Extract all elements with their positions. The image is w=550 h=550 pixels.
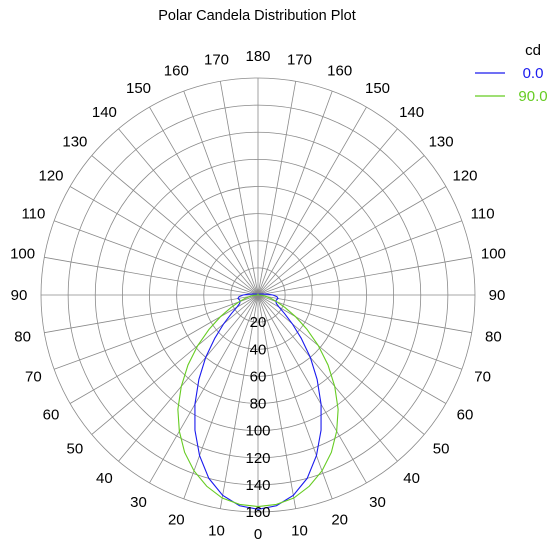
- grid-spoke: [257, 294, 333, 500]
- grid-spoke: [91, 155, 259, 296]
- angle-label: 10: [291, 522, 308, 539]
- angle-label: 110: [471, 205, 495, 222]
- angle-label: 60: [457, 407, 474, 424]
- radial-tick-label: 100: [245, 423, 270, 440]
- angle-label: 140: [92, 104, 117, 121]
- angle-label: 80: [14, 329, 31, 346]
- radial-tick-label: 140: [245, 477, 270, 494]
- radial-tick-label: 120: [245, 450, 270, 467]
- angle-label: 120: [452, 168, 477, 185]
- angle-label: 80: [485, 329, 502, 346]
- angle-label: 140: [399, 104, 424, 121]
- radial-tick-label: 60: [250, 368, 267, 385]
- angle-label: 70: [25, 369, 42, 386]
- radial-tick-labels: 20 40 60 80 100 120 140 160: [245, 314, 270, 521]
- angle-label: 100: [481, 246, 506, 263]
- angle-label: 180: [245, 48, 270, 65]
- grid-spoke: [257, 294, 398, 462]
- grid-spoke: [257, 186, 447, 296]
- angle-label: 160: [327, 62, 352, 79]
- grid-spoke: [219, 81, 259, 296]
- radial-tick-label: 20: [250, 314, 267, 331]
- grid-spoke: [257, 90, 333, 296]
- angle-label: 170: [287, 52, 312, 69]
- grid-spoke: [257, 294, 297, 509]
- angle-label: 100: [10, 246, 35, 263]
- angle-label: 150: [126, 80, 151, 97]
- grid-spoke: [118, 294, 259, 462]
- legend-entry-label: 90.0: [518, 88, 547, 105]
- grid-spoke: [257, 294, 367, 484]
- angle-label: 70: [474, 369, 491, 386]
- legend-unit: cd: [525, 42, 541, 59]
- angle-label: 50: [433, 441, 450, 458]
- grid-spoke: [257, 294, 472, 334]
- angle-label: 30: [130, 494, 147, 511]
- angle-label: 60: [43, 407, 60, 424]
- angle-label: 130: [429, 133, 454, 150]
- grid-spoke: [257, 81, 297, 296]
- grid-spoke: [149, 106, 259, 296]
- grid-spoke: [257, 220, 463, 296]
- grid-spoke: [149, 294, 259, 484]
- angle-label: 40: [403, 470, 420, 487]
- grid-spoke: [69, 294, 259, 404]
- grid-spoke: [257, 256, 472, 296]
- grid-spoke: [91, 294, 259, 435]
- radial-tick-label: 80: [250, 396, 267, 413]
- polar-grid: [40, 77, 476, 513]
- angle-label: 50: [67, 441, 84, 458]
- grid-spoke: [44, 256, 259, 296]
- angle-label: 110: [21, 205, 45, 222]
- angle-label: 130: [62, 133, 87, 150]
- grid-spoke: [257, 128, 398, 296]
- series-curve-90-0: [177, 293, 339, 508]
- angle-labels: 0 10 10 20 20 30 30 40 40 50 50 60 60 70 70 80 80 90 90 100…: [10, 48, 506, 543]
- angle-label: 20: [331, 512, 348, 529]
- grid-spoke: [44, 294, 259, 334]
- angle-label: 0: [254, 526, 262, 543]
- angle-label: 20: [168, 512, 185, 529]
- angle-label: 30: [369, 494, 386, 511]
- radial-tick-label: 40: [250, 341, 267, 358]
- legend: cd 0.0 90.0: [475, 42, 548, 105]
- angle-label: 90: [489, 287, 506, 304]
- grid-spoke: [219, 294, 259, 509]
- grid-spoke: [257, 155, 425, 296]
- grid-spoke: [257, 106, 367, 296]
- legend-entry-label: 0.0: [523, 65, 544, 82]
- candela-curves: [177, 293, 339, 510]
- grid-spoke: [257, 294, 463, 370]
- angle-label: 10: [208, 522, 225, 539]
- grid-spoke: [69, 186, 259, 296]
- grid-spoke: [118, 128, 259, 296]
- angle-label: 150: [365, 80, 390, 97]
- angle-label: 160: [164, 62, 189, 79]
- grid-spoke: [257, 294, 447, 404]
- grid-spoke: [53, 220, 259, 296]
- angle-label: 170: [204, 52, 229, 69]
- angle-label: 120: [38, 168, 63, 185]
- grid-spoke: [183, 90, 259, 296]
- grid-spoke: [257, 294, 425, 435]
- grid-spoke: [183, 294, 259, 500]
- angle-label: 90: [11, 287, 28, 304]
- radial-tick-label: 160: [245, 504, 270, 521]
- angle-label: 40: [96, 470, 113, 487]
- chart-title: Polar Candela Distribution Plot: [158, 8, 355, 24]
- grid-spoke: [53, 294, 259, 370]
